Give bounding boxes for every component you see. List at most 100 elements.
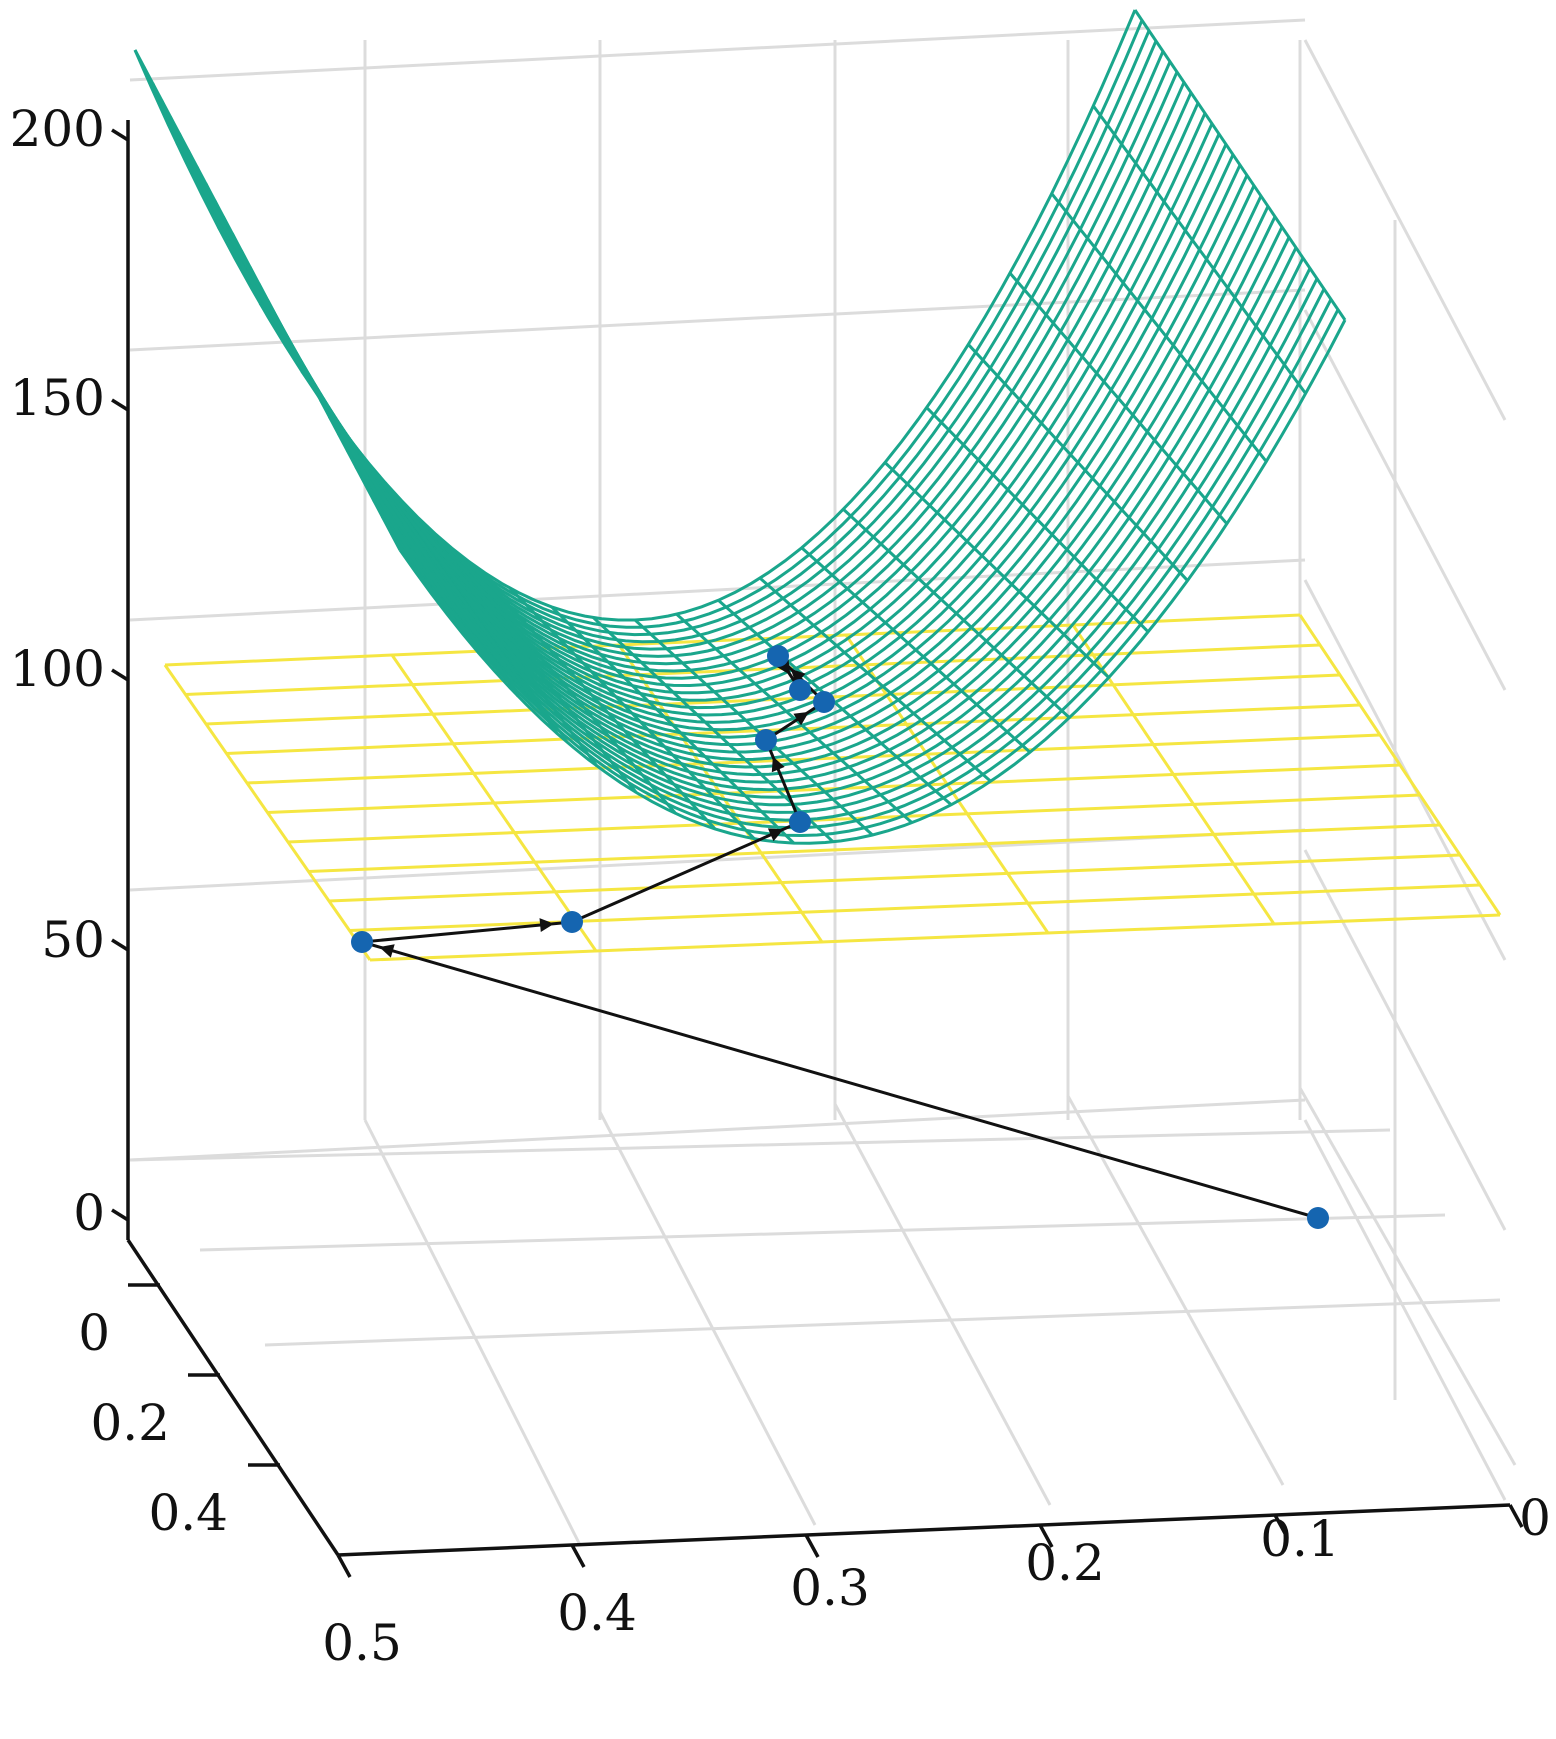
surface-mesh-line: [1008, 272, 1229, 525]
plane-mesh-line: [163, 664, 372, 961]
x-tick-mark: [1273, 1514, 1289, 1538]
surface-mesh-line: [925, 406, 1150, 633]
plane-mesh-line: [164, 613, 1301, 667]
z-tick-label: 200: [10, 100, 105, 158]
x-axis-line: [337, 1503, 1511, 1557]
axes: [111, 120, 1524, 1578]
iterate-point: [767, 645, 789, 667]
surface-mesh-line: [1092, 105, 1307, 395]
grid-line: [1303, 309, 1507, 691]
iterate-arrowhead: [379, 944, 395, 958]
grid-line: [1066, 1095, 1285, 1486]
z-tick-mark: [111, 398, 129, 412]
plane-mesh-line: [308, 823, 1441, 873]
plane-mesh-line: [390, 654, 598, 952]
grid-line: [129, 1128, 1391, 1162]
iterate-arrowhead: [793, 711, 809, 726]
surface-mesh-line: [381, 298, 1333, 830]
surface-mesh-line: [328, 236, 1291, 784]
surface-mesh-line: [383, 481, 638, 794]
x-tick-label: 0.1: [1260, 1510, 1340, 1568]
grid-line: [1303, 1119, 1507, 1501]
surface-mesh-line: [550, 605, 795, 845]
grid-line: [129, 18, 1306, 82]
iterate-point: [351, 931, 373, 953]
grid-line: [129, 1098, 1306, 1162]
iterate-point: [789, 811, 811, 833]
plane-mesh-line: [617, 644, 824, 943]
surface-mesh-line: [842, 508, 1071, 719]
iterate-point: [755, 729, 777, 751]
grid-line: [1298, 1087, 1517, 1466]
iterate-point: [561, 911, 583, 933]
grid-line: [129, 288, 1306, 352]
iterate-path: [351, 645, 1329, 1229]
grid-line: [264, 1298, 1501, 1347]
plane-mesh-line: [328, 853, 1461, 903]
surface-mesh-line: [177, 61, 1172, 658]
objective-surface-mesh: [133, 9, 1347, 845]
iterate-point: [1307, 1207, 1329, 1229]
surface-mesh-line: [967, 343, 1189, 582]
iterate-path-segment: [361, 920, 573, 944]
z-tick-label: 50: [41, 911, 105, 969]
iterate-arrowhead: [771, 756, 785, 773]
grid-line: [363, 1119, 582, 1546]
surface-mesh-line: [133, 9, 1137, 622]
iterate-path-segment: [764, 739, 802, 823]
iterate-arrowhead: [539, 918, 555, 932]
grid-line: [833, 1103, 1052, 1506]
surface-mesh-line: [151, 30, 1151, 637]
surface-mesh-line: [1133, 9, 1347, 321]
x-tick-label: 0.5: [322, 1614, 402, 1672]
surface-mesh-line: [633, 618, 874, 837]
iterate-point: [789, 679, 811, 701]
surface-mesh-line: [342, 429, 599, 767]
grid-line: [129, 558, 1306, 622]
surface-mesh-line: [508, 587, 756, 840]
surface-mesh-line: [168, 50, 1165, 651]
z-tick-label: 150: [10, 369, 105, 427]
surface-mesh-line: [425, 524, 677, 815]
x-tick-mark: [570, 1544, 586, 1568]
x-tick-label: 0.4: [557, 1584, 637, 1642]
surface-steep-face: [134, 49, 571, 746]
plane-mesh-line: [185, 643, 1321, 696]
surface-mesh-line: [1050, 192, 1268, 463]
surface-mesh-line: [301, 205, 1270, 762]
grid-line: [598, 1111, 817, 1526]
surface-mesh-line: [883, 461, 1110, 679]
surface-mesh-line: [195, 81, 1186, 673]
y-tick-label: 0.4: [148, 1484, 228, 1542]
y-tick-label: 0.2: [90, 1394, 170, 1452]
y-axis-line: [126, 1239, 340, 1556]
x-tick-mark: [336, 1554, 352, 1578]
surface-mesh-line: [675, 613, 913, 824]
iterate-path-segment: [361, 940, 1319, 1220]
iterate-arrowhead: [767, 828, 784, 842]
x-tick-label: 0.2: [1025, 1534, 1105, 1592]
plane-mesh-line: [349, 883, 1481, 932]
z-tick-label: 0: [73, 1184, 105, 1242]
plane-mesh-line: [1298, 614, 1502, 916]
iterate-point: [813, 691, 835, 713]
iterate-path-segment: [571, 820, 801, 924]
x-tick-mark: [1038, 1524, 1054, 1548]
grid-line: [1303, 39, 1507, 421]
y-tick-label: 0: [78, 1304, 110, 1362]
surface-mesh-line: [759, 576, 992, 783]
z-tick-mark: [111, 938, 129, 952]
x-tick-label: 0.3: [790, 1559, 870, 1617]
z-tick-mark: [111, 668, 129, 682]
z-tick-mark: [111, 1208, 129, 1222]
surface-mesh-line: [467, 560, 717, 830]
iterate-path-segment: [765, 700, 825, 742]
z-tick-mark: [111, 128, 129, 142]
x-tick-mark: [804, 1534, 820, 1558]
iterate-arrowhead: [790, 668, 806, 684]
surface-mesh-line: [800, 546, 1032, 754]
x-tick-label: 0: [1519, 1489, 1551, 1547]
grid-line: [199, 1213, 1446, 1252]
grid-line: [1303, 849, 1507, 1231]
